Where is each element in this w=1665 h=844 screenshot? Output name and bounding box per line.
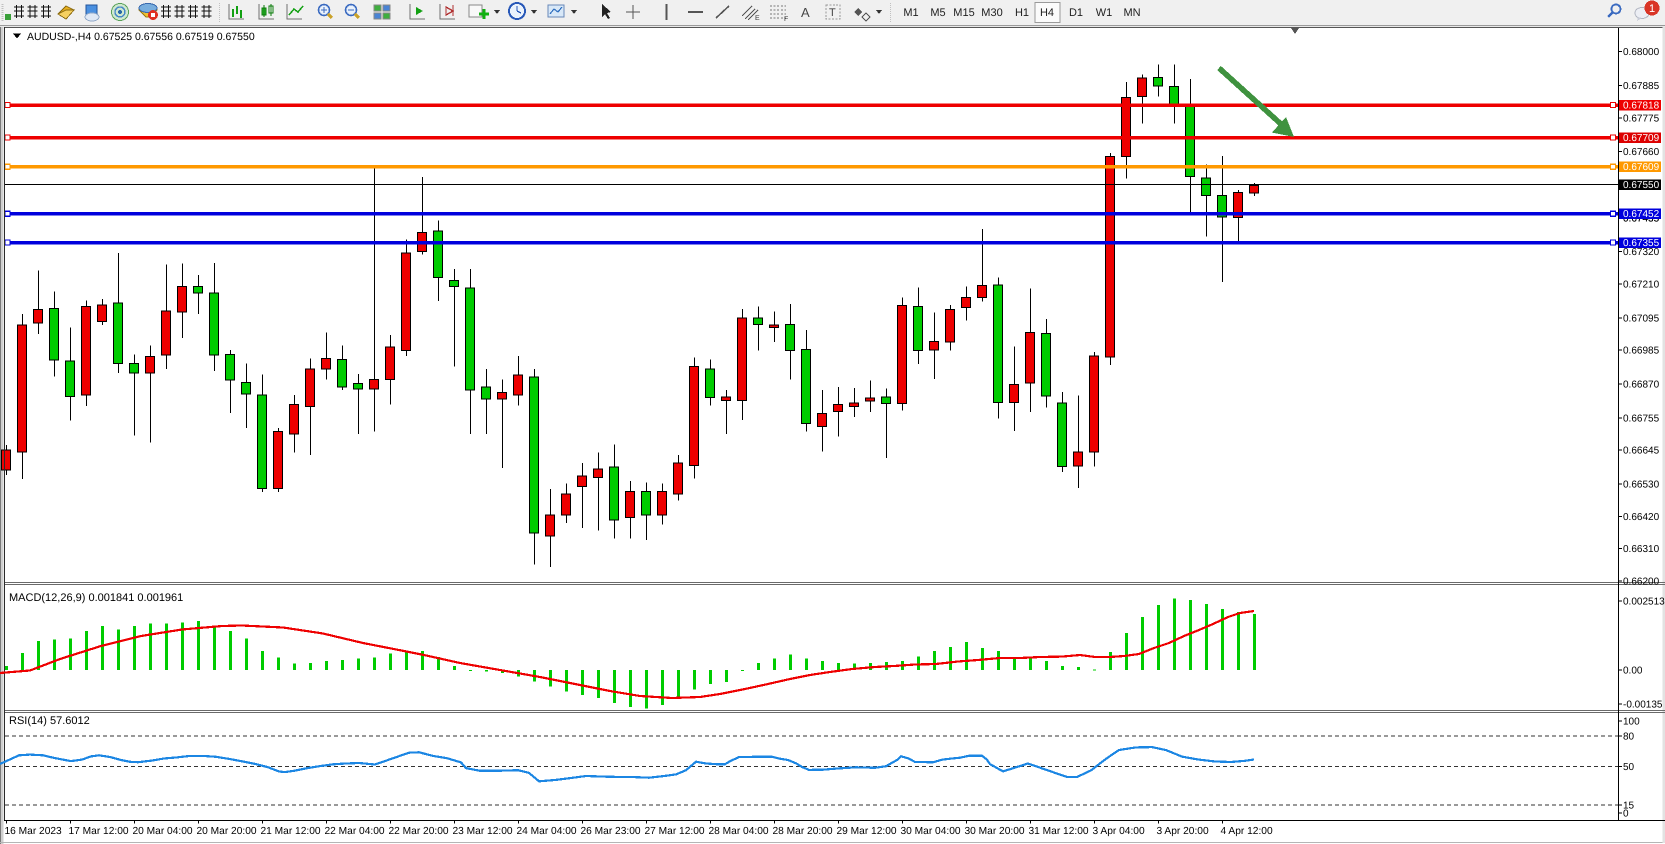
- svg-text:M5: M5: [930, 7, 945, 19]
- svg-text:22 Mar 04:00: 22 Mar 04:00: [325, 826, 385, 837]
- svg-text:0.67885: 0.67885: [1623, 81, 1660, 92]
- svg-text:15: 15: [1623, 801, 1635, 812]
- svg-text:0.66530: 0.66530: [1623, 479, 1660, 490]
- svg-text:0.66755: 0.66755: [1623, 413, 1660, 424]
- svg-text:4 Apr 12:00: 4 Apr 12:00: [1221, 826, 1273, 837]
- svg-text:H1: H1: [1015, 7, 1029, 19]
- svg-text:24 Mar 04:00: 24 Mar 04:00: [517, 826, 577, 837]
- svg-text:100: 100: [1623, 717, 1640, 728]
- svg-text:0: 0: [1623, 809, 1629, 820]
- svg-text:D1: D1: [1069, 7, 1083, 19]
- svg-text:28 Mar 04:00: 28 Mar 04:00: [709, 826, 769, 837]
- svg-text:M15: M15: [953, 7, 974, 19]
- svg-text:0.66310: 0.66310: [1623, 544, 1660, 555]
- svg-text:0.67818: 0.67818: [1623, 101, 1660, 112]
- svg-text:W1: W1: [1096, 7, 1113, 19]
- svg-text:0.67355: 0.67355: [1623, 238, 1660, 249]
- svg-text:0.67709: 0.67709: [1623, 133, 1660, 144]
- svg-text:29 Mar 12:00: 29 Mar 12:00: [837, 826, 897, 837]
- svg-text:0.00: 0.00: [1623, 666, 1643, 677]
- svg-text:0.67320: 0.67320: [1623, 247, 1660, 258]
- svg-text:0.67550: 0.67550: [1623, 180, 1660, 191]
- svg-text:1: 1: [1649, 3, 1655, 15]
- svg-text:3 Apr 04:00: 3 Apr 04:00: [1093, 826, 1145, 837]
- svg-text:M1: M1: [903, 7, 918, 19]
- svg-text:MACD(12,26,9) 0.001841 0.00196: MACD(12,26,9) 0.001841 0.001961: [9, 592, 183, 604]
- svg-text:30 Mar 20:00: 30 Mar 20:00: [965, 826, 1025, 837]
- svg-text:20 Mar 20:00: 20 Mar 20:00: [197, 826, 257, 837]
- svg-text:0.67609: 0.67609: [1623, 162, 1660, 173]
- svg-text:T: T: [829, 7, 836, 19]
- svg-text:0.66200: 0.66200: [1623, 577, 1660, 588]
- svg-text:M30: M30: [981, 7, 1002, 19]
- svg-text:0.66870: 0.66870: [1623, 380, 1660, 391]
- svg-text:23 Mar 12:00: 23 Mar 12:00: [453, 826, 513, 837]
- svg-text:0.002513: 0.002513: [1623, 597, 1665, 608]
- svg-text:20 Mar 04:00: 20 Mar 04:00: [133, 826, 193, 837]
- svg-text:H4: H4: [1040, 7, 1054, 19]
- svg-text:0.66645: 0.66645: [1623, 446, 1660, 457]
- svg-text:21 Mar 12:00: 21 Mar 12:00: [261, 826, 321, 837]
- svg-text:80: 80: [1623, 732, 1635, 743]
- svg-text:22 Mar 20:00: 22 Mar 20:00: [389, 826, 449, 837]
- svg-text:0.68000: 0.68000: [1623, 47, 1660, 58]
- svg-text:0.66420: 0.66420: [1623, 512, 1660, 523]
- svg-text:0.67095: 0.67095: [1623, 313, 1660, 324]
- svg-text:27 Mar 12:00: 27 Mar 12:00: [645, 826, 705, 837]
- svg-text:F: F: [784, 16, 788, 23]
- svg-text:E: E: [755, 15, 760, 22]
- svg-text:3 Apr 20:00: 3 Apr 20:00: [1157, 826, 1209, 837]
- svg-text:A: A: [801, 5, 810, 20]
- svg-text:0.67775: 0.67775: [1623, 113, 1660, 124]
- svg-text:MN: MN: [1123, 7, 1140, 19]
- svg-text:30 Mar 04:00: 30 Mar 04:00: [901, 826, 961, 837]
- svg-text:0.66985: 0.66985: [1623, 346, 1660, 357]
- svg-text:28 Mar 20:00: 28 Mar 20:00: [773, 826, 833, 837]
- svg-text:0.67660: 0.67660: [1623, 147, 1660, 158]
- svg-text:31 Mar 12:00: 31 Mar 12:00: [1029, 826, 1089, 837]
- svg-text:AUDUSD-,H4 0.67525 0.67556 0.: AUDUSD-,H4 0.67525 0.67556 0.67519 0.675…: [27, 31, 255, 43]
- svg-text:RSI(14) 57.6012: RSI(14) 57.6012: [9, 715, 90, 727]
- svg-text:26 Mar 23:00: 26 Mar 23:00: [581, 826, 641, 837]
- svg-text:17 Mar 12:00: 17 Mar 12:00: [69, 826, 129, 837]
- svg-text:-0.00135: -0.00135: [1623, 700, 1663, 711]
- svg-text:50: 50: [1623, 762, 1635, 773]
- svg-text:16 Mar 2023: 16 Mar 2023: [5, 826, 63, 837]
- svg-text:0.67210: 0.67210: [1623, 280, 1660, 291]
- svg-text:0.67452: 0.67452: [1623, 209, 1660, 220]
